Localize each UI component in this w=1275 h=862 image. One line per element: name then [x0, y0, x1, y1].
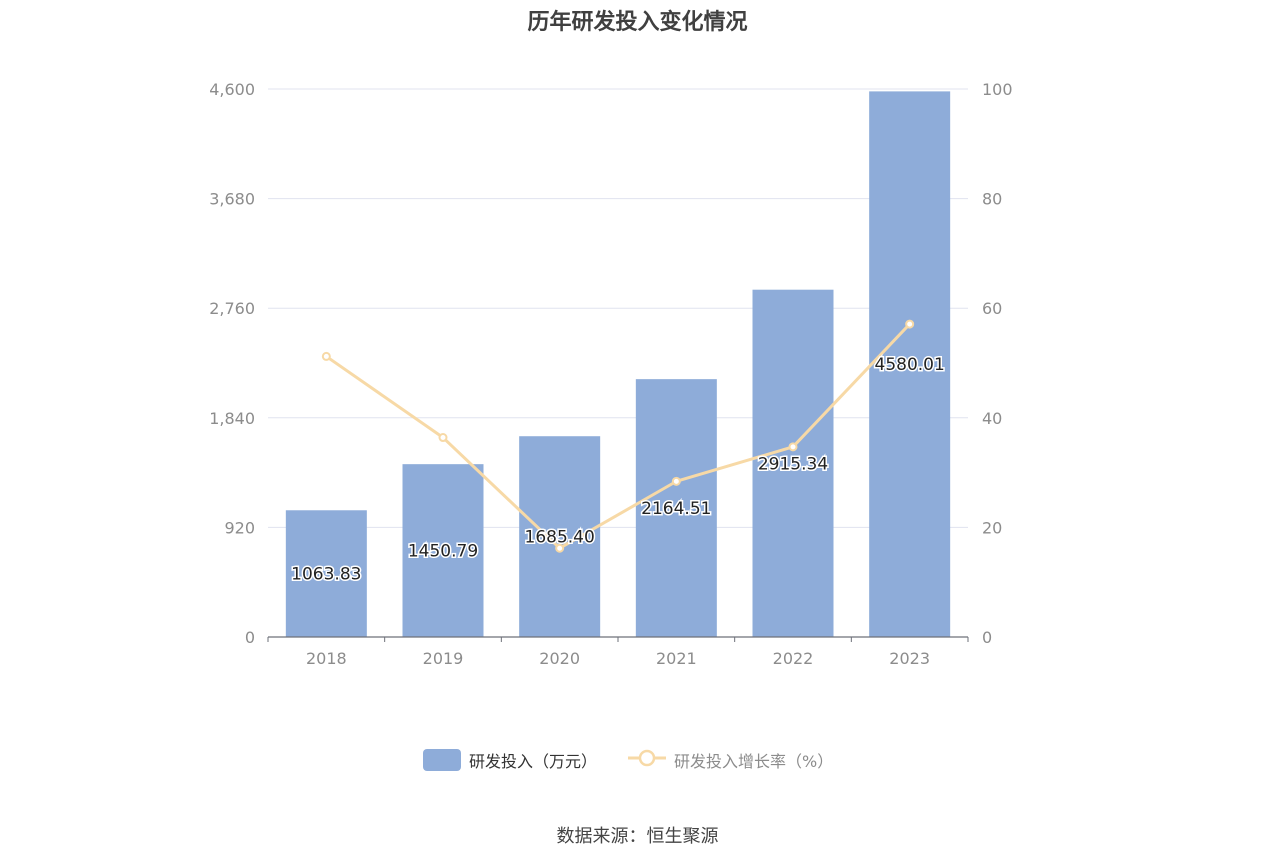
y-right-tick-label: 100: [982, 80, 1013, 99]
growth-rate-line: [325, 323, 911, 550]
x-tick-label: 2021: [656, 649, 697, 668]
chart-title: 历年研发投入变化情况: [527, 10, 748, 35]
y-right-tick-label: 20: [982, 518, 1002, 537]
bar-value-label: 4580.01: [875, 355, 945, 375]
y-left-tick-label: 920: [224, 518, 255, 537]
y-left-tick-label: 1,840: [209, 409, 255, 428]
bar-2019: [402, 464, 484, 637]
bar-value-label: 1063.83: [291, 565, 361, 585]
bar-2020: [519, 436, 601, 637]
growth-point-2019: [438, 433, 448, 443]
x-tick-label: 2019: [423, 649, 464, 668]
bar-2022: [752, 289, 834, 637]
legend-line-swatch-icon: [628, 747, 666, 773]
growth-point-2018: [321, 351, 331, 361]
bar-2018: [285, 510, 367, 637]
y-right-tick-label: 60: [982, 299, 1002, 318]
legend-item-bar[interactable]: 研发投入（万元）: [423, 744, 597, 776]
growth-point-2020: [555, 543, 565, 553]
legend-bar-swatch-icon: [423, 749, 461, 771]
bar-value-label: 1450.79: [408, 542, 478, 562]
x-tick-label: 2020: [539, 649, 580, 668]
legend-item-line[interactable]: 研发投入增长率（%）: [628, 744, 833, 776]
x-tick-label: 2023: [889, 649, 930, 668]
bar-2021: [635, 379, 717, 637]
legend: 研发投入（万元） 研发投入增长率（%）: [0, 744, 1275, 776]
legend-line-label: 研发投入增长率（%）: [674, 752, 834, 771]
y-left-tick-label: 2,760: [209, 299, 255, 318]
y-left-tick-label: 3,680: [209, 190, 255, 209]
bar-2023: [869, 91, 951, 638]
x-tick-label: 2018: [306, 649, 347, 668]
growth-point-2022: [788, 442, 798, 452]
growth-point-2023: [905, 319, 915, 329]
x-tick-label: 2022: [773, 649, 814, 668]
chart-area: 0 0 920 20 1,840 40 2,760 60 3,680 80 4,600 100 2018…: [209, 80, 1013, 668]
y-right-tick-label: 80: [982, 190, 1002, 209]
y-left-tick-label: 0: [245, 628, 255, 647]
growth-point-2021: [671, 476, 681, 486]
y-left-tick-label: 4,600: [209, 80, 255, 99]
y-right-tick-label: 0: [982, 628, 992, 647]
y-right-tick-label: 40: [982, 409, 1002, 428]
bar-value-label: 1685.40: [525, 528, 595, 548]
bar-value-label: 2915.34: [758, 454, 828, 474]
bar-value-label: 2164.51: [641, 499, 711, 519]
legend-bar-label: 研发投入（万元）: [469, 752, 598, 771]
source-note: 数据来源：恒生聚源: [556, 826, 719, 847]
